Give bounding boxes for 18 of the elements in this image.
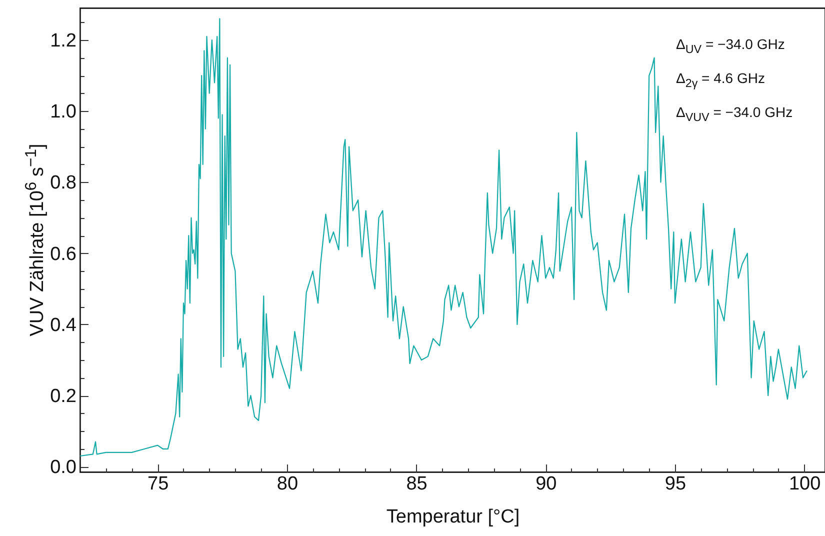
annotation: Δ$_{VUV}$ = −34.0 GHz [676, 102, 793, 126]
x-tick-label: 80 [276, 474, 298, 494]
x-tick-label: 75 [148, 474, 169, 494]
x-tick-label: 85 [406, 474, 428, 494]
x-tick-label: 95 [664, 474, 686, 494]
y-tick-label: 1.0 [50, 102, 76, 123]
y-tick-label: 1.2 [50, 30, 76, 52]
x-tick-label: 90 [536, 474, 557, 494]
y-tick-label: 0.0 [50, 457, 76, 478]
line-series [80, 18, 808, 457]
y-tick-label: 0.8 [50, 172, 76, 194]
x-tick-label: 100 [788, 474, 821, 494]
x-axis-title: Temperatur [°C] [386, 506, 520, 528]
y-tick-label: 0.2 [50, 386, 76, 408]
y-tick-label: 0.4 [50, 314, 77, 336]
y-tick-label: 0.6 [50, 244, 76, 265]
annotation: Δ$_{UV}$ = −34.0 GHz [676, 35, 786, 58]
annotation: Δ$_{2γ}$ = 4.6 GHz [676, 68, 766, 92]
